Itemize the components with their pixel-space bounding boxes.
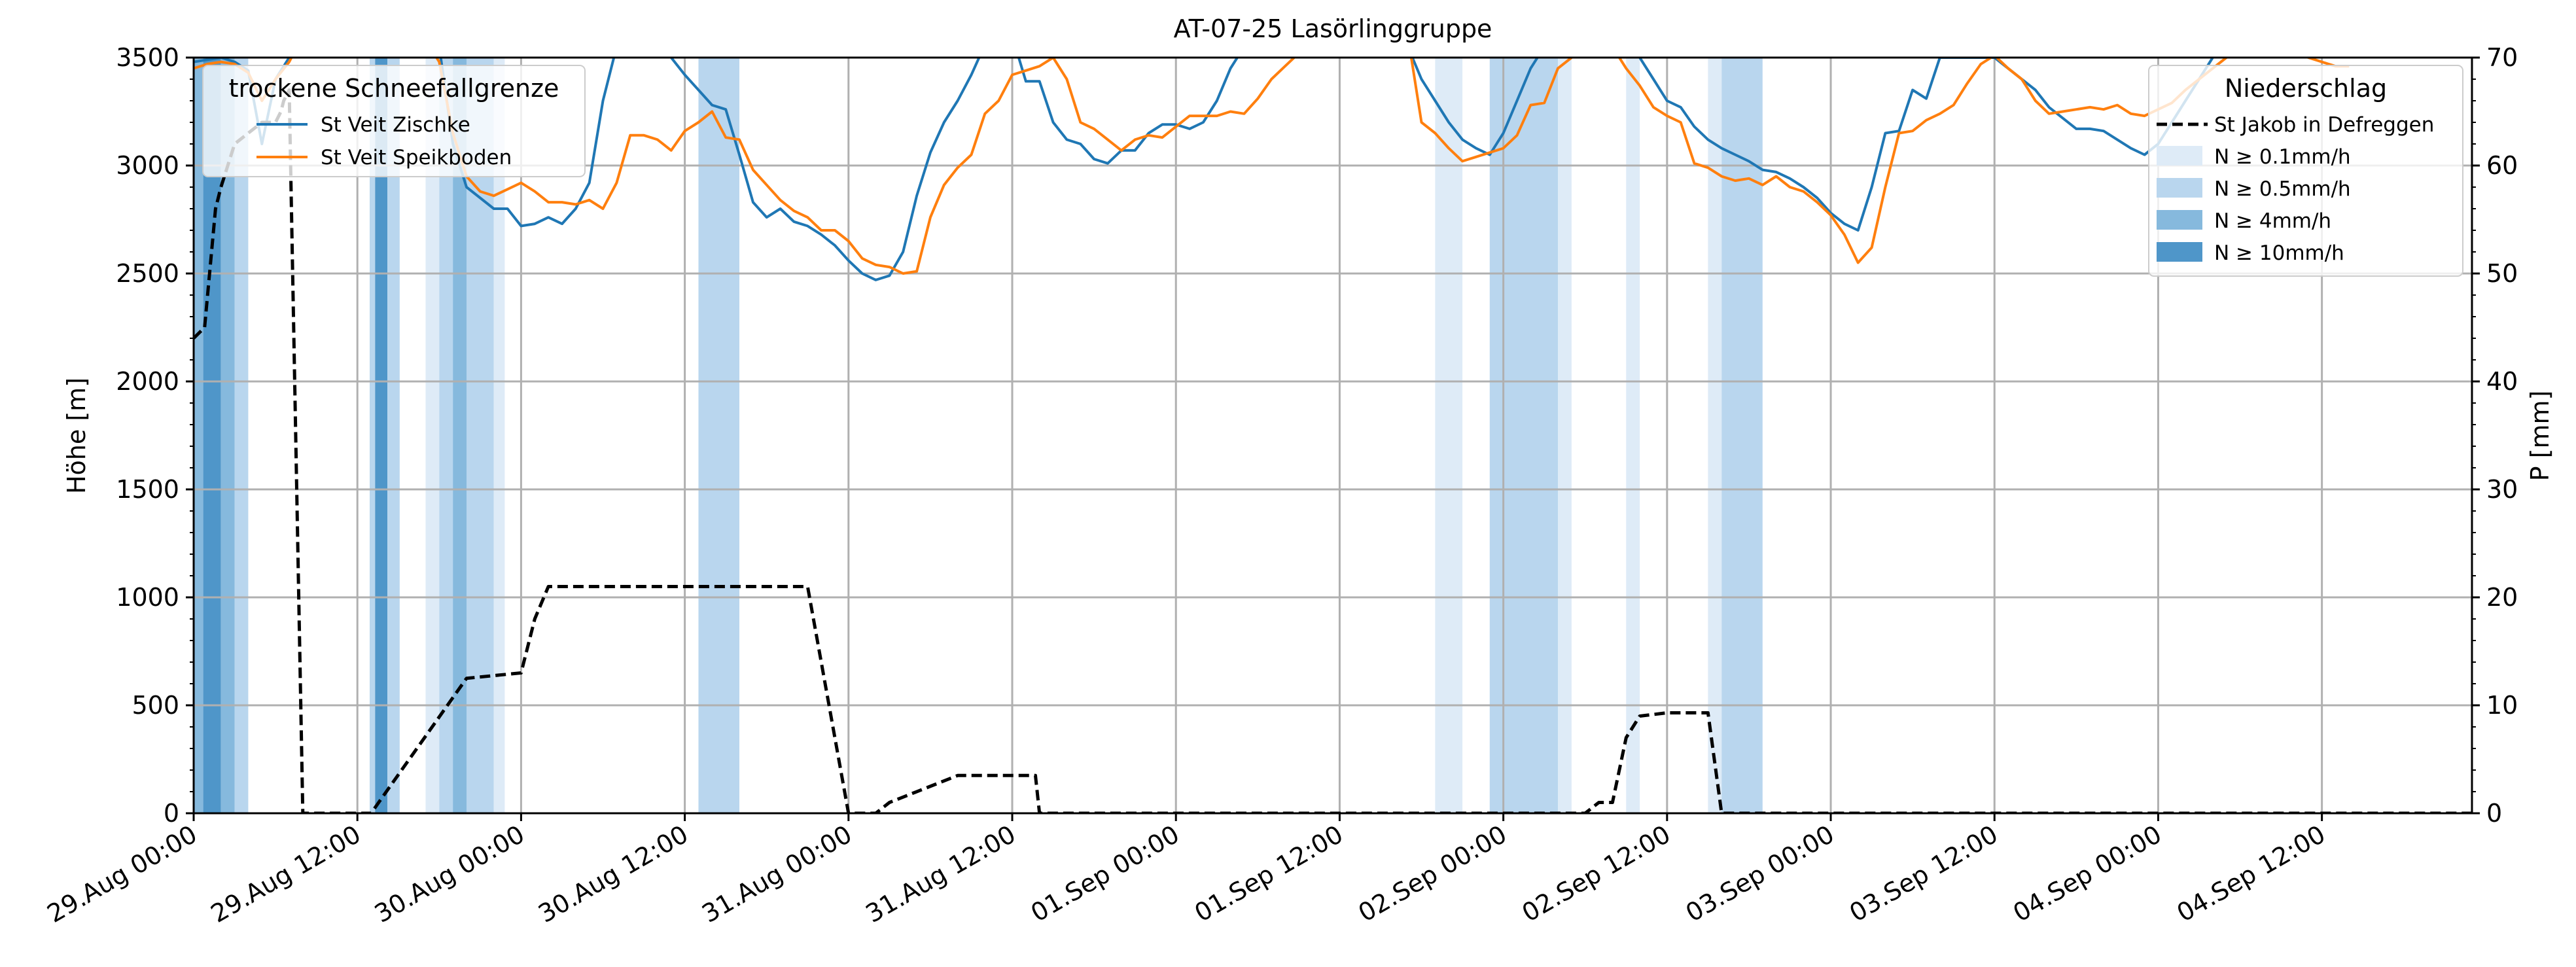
- precip-band-1: [203, 58, 221, 813]
- precip-band-17: [1626, 58, 1640, 813]
- y-tick-label-6: 3000: [116, 151, 179, 180]
- y2-tick-label-3: 30: [2486, 475, 2518, 504]
- y2-tick-label-2: 20: [2486, 583, 2518, 612]
- precip-band-10: [467, 58, 494, 813]
- precip-band-5: [375, 58, 388, 813]
- y2-tick-label-1: 10: [2486, 691, 2518, 720]
- legend-swatch-band-2: [2157, 210, 2202, 230]
- y-tick-label-2: 1000: [116, 583, 179, 612]
- legend-label-band-2: N ≥ 4mm/h: [2214, 209, 2331, 233]
- chart-title: AT-07-25 Lasörlinggruppe: [1174, 14, 1492, 43]
- precip-band-8: [439, 58, 453, 813]
- legend-swatch-band-0: [2157, 146, 2202, 166]
- precip-band-0: [194, 58, 203, 813]
- legend-label-band-1: N ≥ 0.5mm/h: [2214, 177, 2351, 201]
- legend-label-speikboden: St Veit Speikboden: [321, 146, 512, 169]
- legend-snowline: trockene Schneefallgrenze St Veit Zischk…: [202, 65, 586, 177]
- y-tick-label-1: 500: [132, 691, 179, 720]
- legend-swatch-band-3: [2157, 242, 2202, 262]
- y2-tick-label-7: 70: [2486, 43, 2518, 72]
- y-tick-label-7: 3500: [116, 43, 179, 72]
- precip-band-12: [698, 58, 740, 813]
- y-tick-label-0: 0: [164, 799, 179, 828]
- legend-precip: Niederschlag St Jakob in Defreggen N ≥ 0…: [2148, 65, 2463, 277]
- y2-tick-label-0: 0: [2486, 799, 2502, 828]
- precip-band-18: [1708, 58, 1722, 813]
- plot-frame: [192, 56, 2473, 815]
- precip-band-7: [425, 58, 440, 813]
- legend-swatch-band-1: [2157, 178, 2202, 198]
- y2-tick-label-4: 40: [2486, 367, 2518, 396]
- precip-band-13: [1435, 58, 1463, 813]
- y-tick-label-5: 2500: [116, 259, 179, 288]
- precip-band-14: [1489, 58, 1504, 813]
- series-line-0: [194, 58, 2215, 281]
- precip-band-9: [453, 58, 467, 813]
- precip-bands: [194, 58, 1763, 813]
- precip-band-2: [221, 58, 235, 813]
- y-axis-label: Höhe [m]: [62, 378, 91, 494]
- precip-band-4: [369, 58, 376, 813]
- legend-label-band-0: N ≥ 0.1mm/h: [2214, 145, 2351, 169]
- legend-label-precip-line: St Jakob in Defreggen: [2214, 113, 2434, 137]
- y-tick-label-3: 1500: [116, 475, 179, 504]
- legend-label-band-3: N ≥ 10mm/h: [2214, 241, 2344, 265]
- legend-precip-title: Niederschlag: [2225, 74, 2387, 103]
- precip-band-6: [387, 58, 400, 813]
- y-tick-label-4: 2000: [116, 367, 179, 396]
- y2-axis-label: P [mm]: [2526, 391, 2554, 482]
- y2-tick-label-6: 60: [2486, 151, 2518, 180]
- precip-band-3: [234, 58, 249, 813]
- precip-band-19: [1721, 58, 1763, 813]
- legend-label-zischke: St Veit Zischke: [321, 113, 470, 137]
- precip-band-11: [493, 58, 505, 813]
- y2-tick-label-5: 50: [2486, 259, 2518, 288]
- precip-band-15: [1503, 58, 1559, 813]
- legend-snowline-title: trockene Schneefallgrenze: [229, 74, 559, 103]
- precip-band-16: [1558, 58, 1572, 813]
